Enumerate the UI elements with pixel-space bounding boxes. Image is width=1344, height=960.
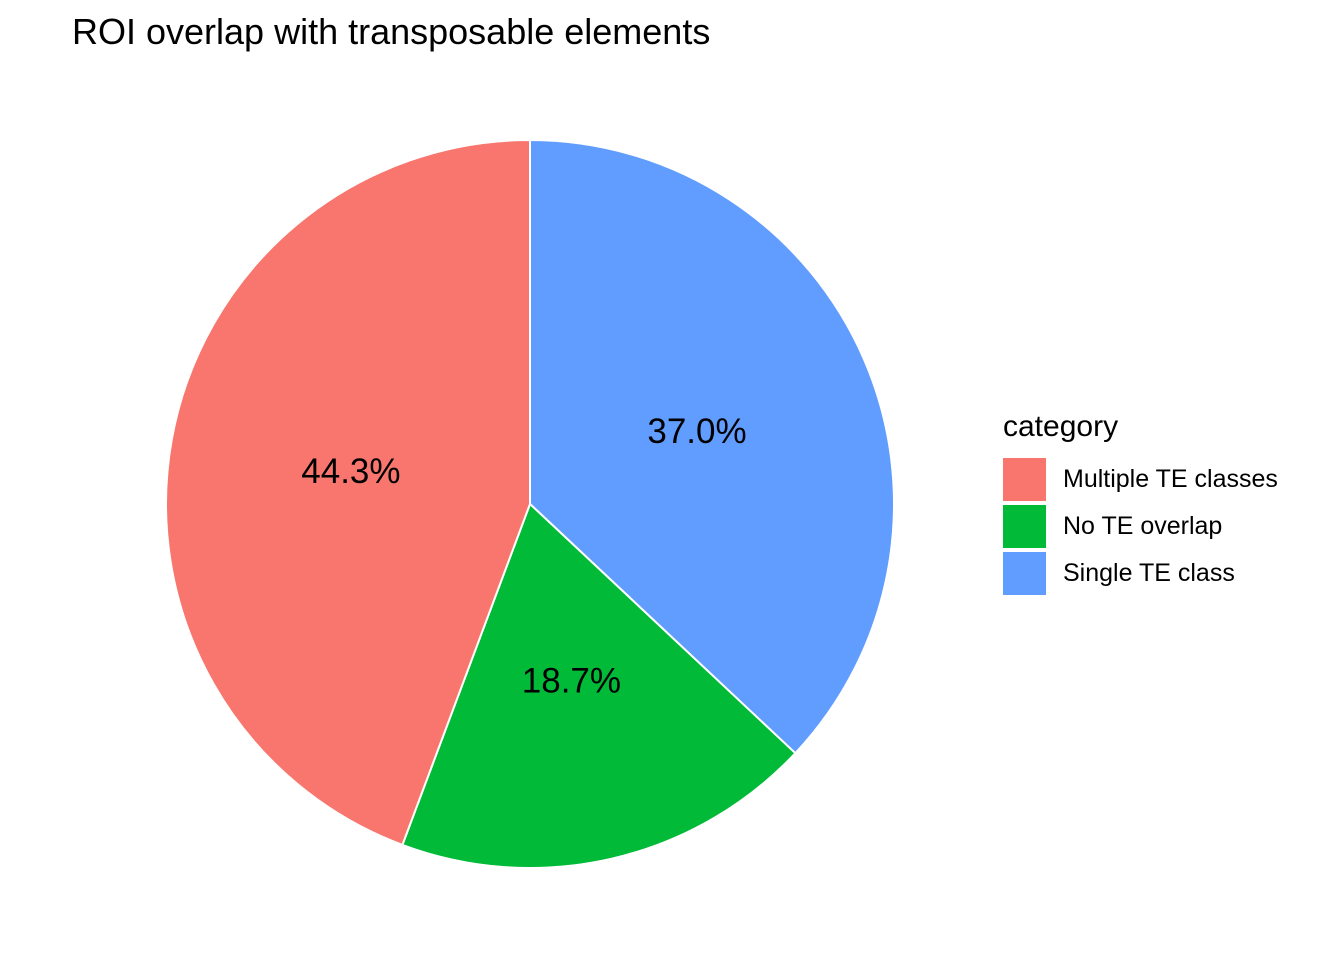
legend-item: Multiple TE classes (1003, 458, 1303, 501)
slice-label-multiple-te-classes: 44.3% (301, 452, 400, 491)
legend-swatch-single-te-class (1003, 552, 1046, 595)
legend-item: No TE overlap (1003, 505, 1303, 548)
legend-item: Single TE class (1003, 552, 1303, 595)
legend-swatch-no-te-overlap (1003, 505, 1046, 548)
legend-swatch-multiple-te-classes (1003, 458, 1046, 501)
pie-slice-multiple-te-classes (165, 139, 531, 846)
slice-label-no-te-overlap: 18.7% (522, 662, 621, 701)
pie-slice-single-te-class (529, 139, 895, 755)
slice-label-single-te-class: 37.0% (647, 412, 746, 451)
legend: category Multiple TE classes No TE overl… (1003, 412, 1303, 599)
legend-item-label: No TE overlap (1063, 512, 1223, 540)
chart-title: ROI overlap with transposable elements (72, 11, 711, 52)
legend-title: category (1003, 410, 1119, 443)
legend-item-label: Single TE class (1063, 559, 1235, 587)
pie-slice-no-te-overlap (401, 503, 797, 869)
legend-item-label: Multiple TE classes (1063, 465, 1278, 493)
